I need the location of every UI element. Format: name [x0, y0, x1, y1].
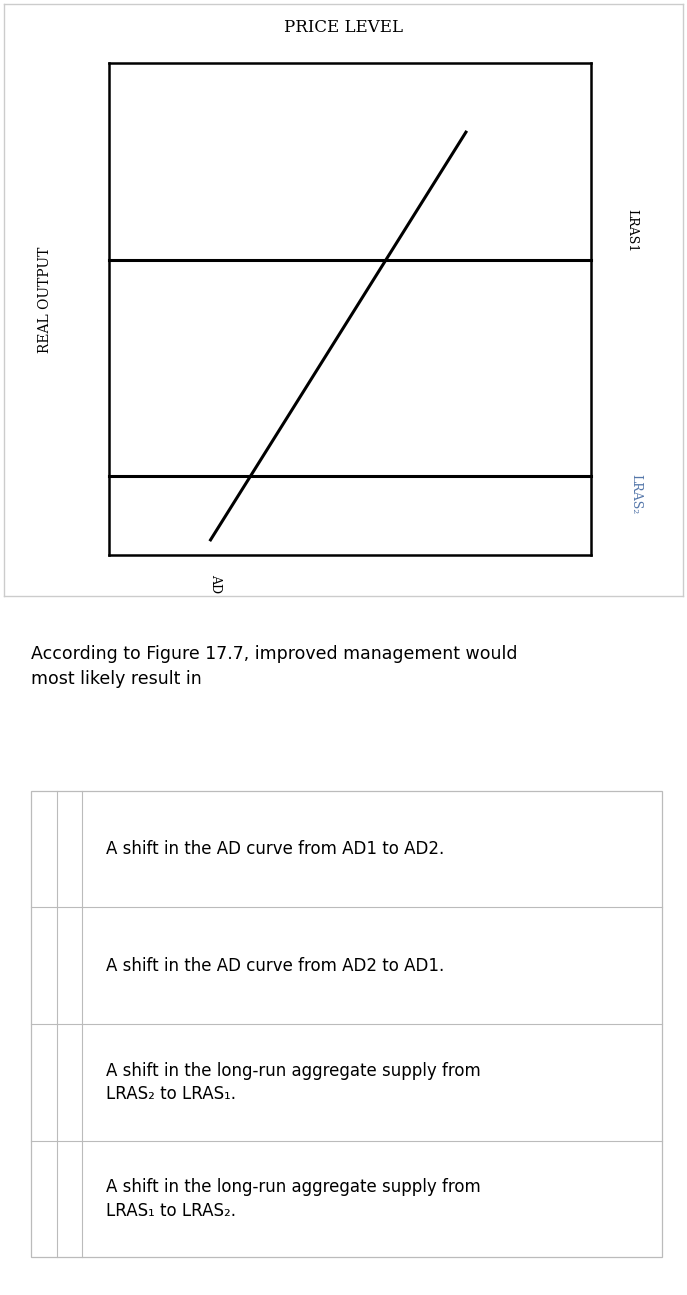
Text: AD: AD	[209, 574, 222, 593]
Text: A shift in the AD curve from AD1 to AD2.: A shift in the AD curve from AD1 to AD2.	[106, 840, 444, 859]
Text: PRICE LEVEL: PRICE LEVEL	[284, 19, 403, 36]
Text: A shift in the AD curve from AD2 to AD1.: A shift in the AD curve from AD2 to AD1.	[106, 957, 444, 975]
Text: LRAS₂: LRAS₂	[629, 474, 642, 514]
Text: REAL OUTPUT: REAL OUTPUT	[38, 247, 52, 354]
Text: According to Figure 17.7, improved management would
most likely result in: According to Figure 17.7, improved manag…	[32, 645, 518, 688]
Bar	[32, 790, 662, 1257]
Text: LRAS1: LRAS1	[625, 208, 638, 253]
Text: A shift in the long-run aggregate supply from
LRAS₂ to LRAS₁.: A shift in the long-run aggregate supply…	[106, 1062, 481, 1103]
Text: A shift in the long-run aggregate supply from
LRAS₁ to LRAS₂.: A shift in the long-run aggregate supply…	[106, 1178, 481, 1220]
